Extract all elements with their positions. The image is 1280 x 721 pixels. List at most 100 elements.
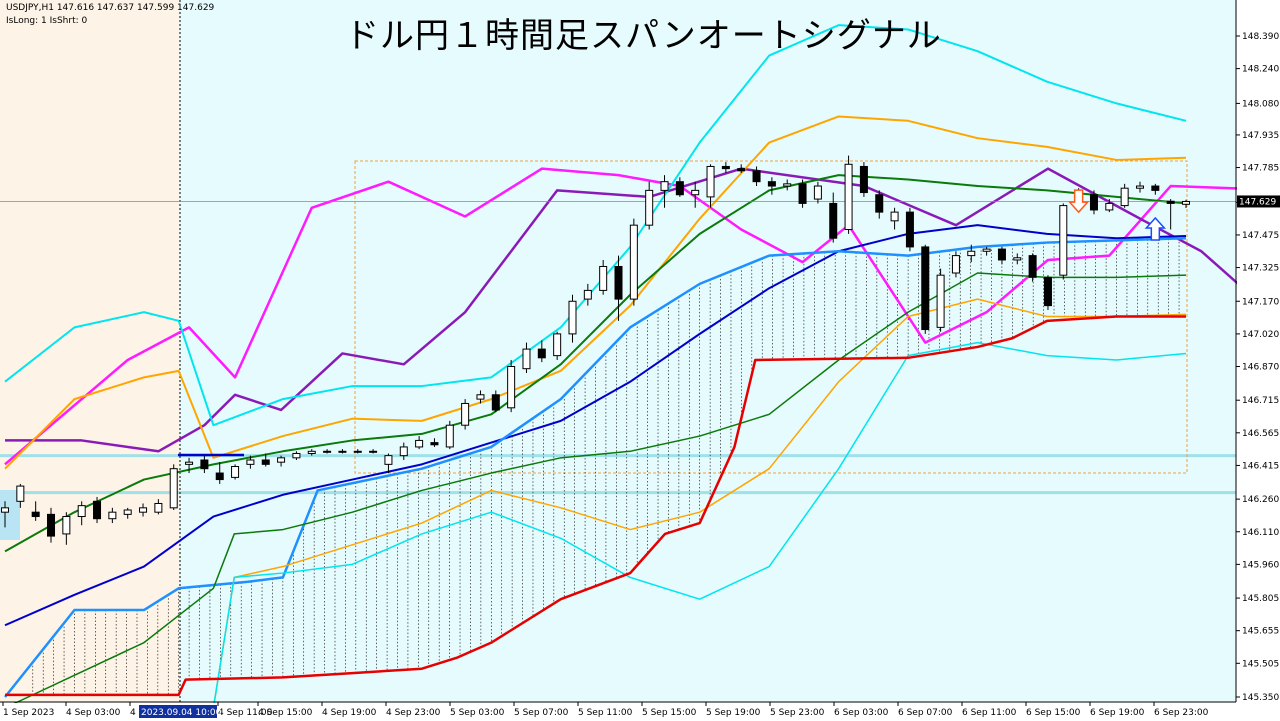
candle-body <box>16 485 25 502</box>
candle-body <box>277 457 286 463</box>
candle-body <box>1043 276 1052 307</box>
y-axis-panel <box>1237 0 1280 721</box>
candle-body <box>139 507 148 513</box>
previous-session-background <box>0 0 180 702</box>
level-band <box>0 454 1236 458</box>
candle-body <box>1013 257 1022 261</box>
candle-body <box>323 450 332 453</box>
candle-body <box>1059 205 1068 276</box>
candle-body <box>737 168 746 172</box>
y-tick-label: 146.870 <box>1242 363 1279 373</box>
y-tick-label: 147.475 <box>1242 231 1279 241</box>
candle-body <box>921 246 930 331</box>
indicator-line <box>4 272 1187 709</box>
x-tick-label: 4 Sep 19:00 <box>322 708 377 718</box>
candle-body <box>1166 200 1175 204</box>
x-tick-label: 6 Sep 03:00 <box>834 708 889 718</box>
y-tick-label: 147.020 <box>1242 330 1279 340</box>
y-tick-label: 147.785 <box>1242 164 1279 174</box>
x-tick-label: 6 Sep 07:00 <box>898 708 953 718</box>
candle-body <box>399 446 408 457</box>
candle-body <box>645 189 654 226</box>
y-tick-label: 145.505 <box>1242 659 1279 669</box>
y-tick-label: 146.415 <box>1242 461 1279 471</box>
candle-body <box>844 163 853 231</box>
indicator-line <box>80 341 1187 721</box>
candle-body <box>338 450 347 453</box>
x-tick-label: 5 Sep 19:00 <box>706 708 761 718</box>
indicator-line <box>5 315 1186 697</box>
current-price-box <box>1237 195 1280 208</box>
candle-body <box>967 250 976 257</box>
candle-body <box>568 300 577 335</box>
candle-body <box>123 509 132 515</box>
x-highlight-label: 2023.09.04 10:00 <box>141 708 222 718</box>
candle-body <box>599 265 608 291</box>
range-box <box>354 160 1188 474</box>
candle-body <box>829 202 838 239</box>
candle-body <box>813 185 822 200</box>
candle-body <box>660 181 669 191</box>
x-tick-label: 6 Sep 11:00 <box>962 708 1017 718</box>
candle-body <box>108 511 117 520</box>
symbol-info-line: USDJPY,H1 147.616 147.637 147.599 147.62… <box>6 3 215 13</box>
candle-body <box>261 459 270 465</box>
x-tick-label: 5 Sep 23:00 <box>770 708 825 718</box>
candle-body <box>1 507 9 513</box>
indicator-line <box>4 24 1187 427</box>
candle-body <box>798 183 807 204</box>
candle-body <box>491 394 500 411</box>
x-axis-panel <box>0 703 1236 721</box>
indicator-line <box>4 298 1187 720</box>
candle-body <box>200 459 209 470</box>
candle-body <box>997 248 1006 261</box>
candle-body <box>77 505 86 518</box>
x-tick-label: 6 Sep 23:00 <box>1154 708 1209 718</box>
indicator-line <box>4 224 1187 627</box>
candle-body <box>859 165 868 194</box>
candle-body <box>31 511 40 518</box>
candle-body <box>445 424 454 448</box>
candle-body <box>231 466 240 478</box>
candle-body <box>875 194 884 213</box>
y-tick-label: 145.805 <box>1242 594 1279 604</box>
y-tick-label: 146.715 <box>1242 396 1279 406</box>
candle-body <box>1120 187 1129 207</box>
buy-signal-arrow <box>1144 216 1167 241</box>
candle-body <box>537 348 546 359</box>
candle-body <box>1151 185 1160 191</box>
current-price-label: 147.629 <box>1239 197 1276 207</box>
candle-body <box>614 265 623 300</box>
candle-body <box>369 450 378 453</box>
y-tick-label: 145.655 <box>1242 627 1279 637</box>
candle-body <box>783 183 792 187</box>
candle-body <box>246 459 255 465</box>
status-line: IsLong: 1 IsShrt: 0 <box>6 16 88 26</box>
candle-body <box>154 502 163 513</box>
candle-body <box>583 289 592 300</box>
candle-body <box>215 472 224 481</box>
x-tick-label: 4 Sep 03:00 <box>66 708 121 718</box>
candle-body <box>691 189 700 196</box>
candle-body <box>461 402 470 426</box>
candle-body <box>62 516 71 535</box>
candle-body <box>1089 194 1098 211</box>
y-tick-label: 146.260 <box>1242 495 1279 505</box>
y-tick-label: 145.350 <box>1242 693 1279 703</box>
y-tick-label: 148.080 <box>1242 99 1279 109</box>
chart-title: ドル円１時間足スパンオートシグナル <box>345 16 942 56</box>
candle-body <box>629 224 638 300</box>
candle-body <box>890 211 899 222</box>
y-tick-label: 147.170 <box>1242 297 1279 307</box>
candle-body <box>982 248 991 252</box>
candle-body <box>507 366 516 409</box>
x-tick-label: 1 Sep 2023 <box>3 708 54 718</box>
candle-body <box>1105 202 1114 211</box>
indicator-line <box>4 236 1187 698</box>
indicator-line <box>4 115 1187 470</box>
x-tick-label: 4 <box>130 708 136 718</box>
candle-body <box>553 333 562 357</box>
y-tick-label: 148.240 <box>1242 65 1279 75</box>
candle-body <box>430 442 439 446</box>
candle-body <box>706 165 715 198</box>
